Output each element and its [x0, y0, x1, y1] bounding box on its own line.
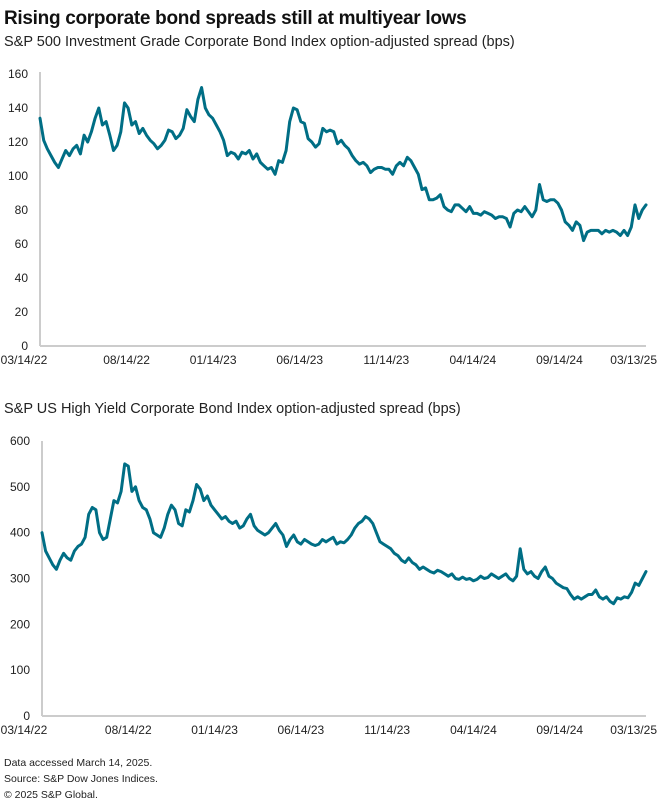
- chart2-subtitle: S&P US High Yield Corporate Bond Index o…: [4, 401, 461, 417]
- x-tick-label: 01/14/23: [191, 723, 238, 737]
- x-axis-ticks: 03/14/22 08/14/22 01/14/23 06/14/23 11/14/23…: [1, 723, 658, 737]
- x-tick-label: 03/13/25: [610, 353, 657, 367]
- x-tick-label: 04/14/24: [449, 353, 496, 367]
- x-tick-label: 11/14/23: [364, 723, 410, 737]
- y-axis-ticks: 0 100 200 300 400 500 600: [10, 434, 30, 723]
- x-tick-label: 11/14/23: [363, 353, 409, 367]
- footer-notes: Data accessed March 14, 2025. Source: S&…: [4, 755, 158, 803]
- chart1-subtitle: S&P 500 Investment Grade Corporate Bond …: [4, 34, 515, 50]
- ig-spread-chart: 0 20 40 60 80 100 120 140 160 03/14/22 08/14/22 01…: [1, 67, 658, 367]
- hy-spread-chart: 0 100 200 300 400 500 600 03/14/22 08/14/22 01/1…: [1, 434, 658, 737]
- x-axis-ticks: 03/14/22 08/14/22 01/14/23 06/14/23 11/14/23…: [1, 353, 658, 367]
- y-tick-label: 100: [8, 169, 28, 183]
- x-tick-label: 06/14/23: [277, 723, 324, 737]
- y-tick-label: 20: [15, 305, 29, 319]
- chart-title: Rising corporate bond spreads still at m…: [4, 8, 467, 29]
- y-tick-label: 400: [10, 526, 30, 540]
- source-note: Source: S&P Dow Jones Indices.: [4, 773, 158, 785]
- y-tick-label: 0: [21, 339, 28, 353]
- y-tick-label: 600: [10, 434, 30, 448]
- x-tick-label: 06/14/23: [276, 353, 323, 367]
- y-tick-label: 160: [8, 67, 28, 81]
- x-tick-label: 01/14/23: [190, 353, 237, 367]
- x-tick-label: 03/13/25: [610, 723, 657, 737]
- y-tick-label: 0: [23, 709, 30, 723]
- y-tick-label: 100: [10, 663, 30, 677]
- x-tick-label: 08/14/22: [103, 353, 150, 367]
- y-tick-label: 300: [10, 572, 30, 586]
- copyright-note: © 2025 S&P Global.: [4, 789, 98, 801]
- x-tick-label: 09/14/24: [536, 723, 583, 737]
- x-tick-label: 03/14/22: [1, 353, 48, 367]
- y-axis-ticks: 0 20 40 60 80 100 120 140 160: [8, 67, 28, 353]
- x-tick-label: 08/14/22: [105, 723, 152, 737]
- y-tick-label: 200: [10, 617, 30, 631]
- y-tick-label: 140: [8, 101, 28, 115]
- data-accessed-note: Data accessed March 14, 2025.: [4, 757, 153, 769]
- y-tick-label: 60: [15, 237, 29, 251]
- y-tick-label: 500: [10, 480, 30, 494]
- x-tick-label: 09/14/24: [536, 353, 583, 367]
- y-tick-label: 40: [15, 271, 29, 285]
- ig-spread-series-line: [38, 86, 648, 243]
- x-tick-label: 04/14/24: [450, 723, 497, 737]
- hy-spread-series-line: [40, 462, 648, 606]
- y-tick-label: 80: [15, 203, 29, 217]
- y-tick-label: 120: [8, 135, 28, 149]
- x-tick-label: 03/14/22: [1, 723, 48, 737]
